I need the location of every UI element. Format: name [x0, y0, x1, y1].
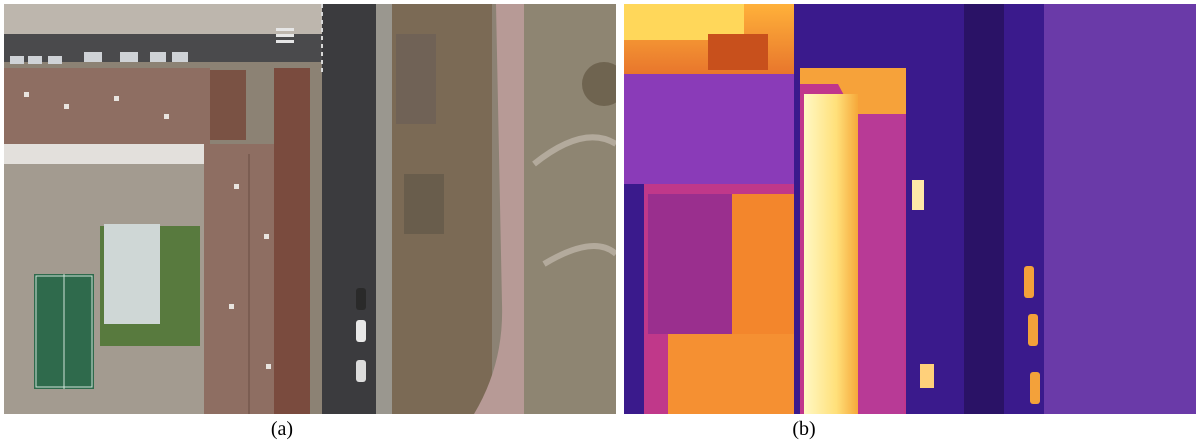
caption-panel-b: (b) — [792, 418, 816, 440]
thermal-warm-ground — [1044, 4, 1196, 414]
thermal-cars — [1024, 266, 1040, 404]
rgb-aerial-image — [4, 4, 616, 414]
main-road — [322, 4, 376, 414]
thermal-aerial-image — [624, 4, 1196, 414]
building-roof-left — [4, 68, 210, 152]
parked-cars-top — [10, 52, 188, 64]
chimneys — [24, 92, 271, 369]
thermal-aerial-drawing — [624, 4, 1196, 414]
crosswalk — [276, 28, 294, 43]
top-sidewalk — [4, 4, 324, 34]
thermal-road-strip — [964, 4, 1004, 414]
rgb-aerial-drawing — [4, 4, 616, 414]
cars-main-road — [356, 288, 366, 382]
footpath — [474, 4, 564, 414]
glass-roof — [104, 224, 160, 324]
caption-panel-a: (a) — [270, 418, 294, 440]
